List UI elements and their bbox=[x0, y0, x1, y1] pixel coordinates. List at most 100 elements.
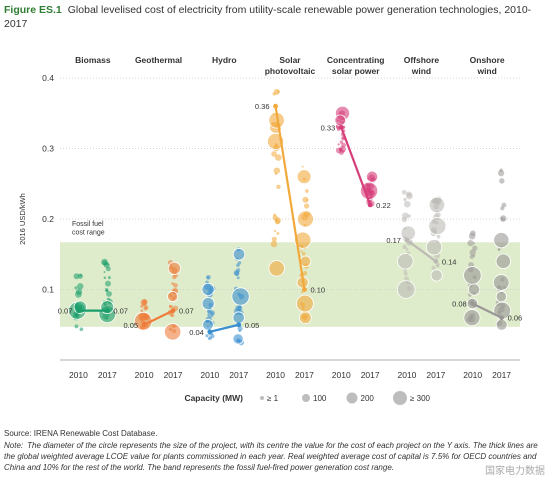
project-dot bbox=[299, 311, 312, 325]
year-label: 2017 bbox=[361, 370, 380, 380]
project-dot bbox=[274, 154, 282, 161]
project-dot bbox=[305, 189, 309, 193]
year-label: 2017 bbox=[98, 370, 117, 380]
technology-label: Geothermal bbox=[135, 55, 182, 65]
average-trend-line bbox=[274, 106, 306, 290]
project-dot bbox=[268, 260, 285, 277]
project-dot bbox=[472, 245, 478, 251]
y-tick-label: 0.3 bbox=[42, 144, 54, 154]
project-dot bbox=[403, 200, 411, 208]
average-value-label: 0.05 bbox=[124, 321, 139, 330]
year-label: 2017 bbox=[295, 370, 314, 380]
average-marker bbox=[338, 124, 344, 130]
year-label: 2010 bbox=[398, 370, 417, 380]
project-dot bbox=[232, 248, 246, 261]
watermark-text: 国家电力数据 bbox=[485, 466, 545, 477]
capacity-legend-label: ≥ 1 bbox=[267, 394, 279, 403]
project-dot bbox=[140, 309, 144, 312]
y-axis-label: 2016 USD/kWh bbox=[18, 193, 27, 245]
project-dot bbox=[276, 231, 280, 235]
project-dot bbox=[302, 270, 308, 276]
technology-label: Onshore bbox=[470, 55, 505, 65]
project-dot bbox=[238, 329, 241, 333]
project-dot bbox=[274, 217, 281, 224]
technology-label: wind bbox=[411, 66, 431, 76]
technology-label: Offshore bbox=[404, 55, 440, 65]
capacity-legend-circle bbox=[302, 394, 310, 402]
project-dot bbox=[296, 294, 314, 313]
average-marker bbox=[433, 258, 439, 264]
technology-label: Biomass bbox=[75, 55, 111, 65]
average-marker bbox=[207, 329, 213, 335]
technology-label: Solar bbox=[279, 55, 301, 65]
project-dot bbox=[396, 280, 416, 299]
project-dot bbox=[495, 318, 508, 331]
project-dot bbox=[500, 217, 505, 222]
project-dot bbox=[493, 232, 510, 249]
project-dot bbox=[163, 323, 182, 341]
project-dot bbox=[297, 210, 314, 228]
project-dot bbox=[301, 165, 304, 168]
project-dot bbox=[300, 250, 303, 253]
technology-label: solar power bbox=[332, 66, 380, 76]
average-value-label: 0.36 bbox=[255, 102, 270, 111]
project-dot bbox=[273, 229, 277, 233]
average-marker bbox=[76, 308, 81, 314]
project-dot bbox=[401, 216, 408, 223]
average-value-label: 0.06 bbox=[508, 314, 523, 323]
project-dot bbox=[142, 302, 147, 306]
average-trend-line bbox=[472, 302, 503, 319]
project-dot bbox=[205, 334, 209, 338]
year-label: 2010 bbox=[135, 370, 154, 380]
year-label: 2017 bbox=[492, 370, 511, 380]
project-dot bbox=[463, 266, 482, 285]
project-dot bbox=[103, 276, 107, 280]
project-dot bbox=[105, 266, 111, 272]
project-dot bbox=[106, 297, 111, 301]
project-dot bbox=[173, 283, 178, 288]
average-value-label: 0.05 bbox=[245, 321, 260, 330]
average-value-label: 0.04 bbox=[189, 328, 204, 337]
project-dot bbox=[237, 326, 243, 332]
year-label: 2010 bbox=[69, 370, 88, 380]
project-dot bbox=[103, 270, 106, 274]
project-dot bbox=[202, 318, 214, 331]
project-dot bbox=[497, 170, 505, 177]
project-dot bbox=[107, 276, 111, 280]
project-dot bbox=[430, 269, 443, 282]
project-dot bbox=[143, 306, 148, 311]
project-dot bbox=[168, 304, 172, 308]
capacity-legend-circle bbox=[346, 392, 358, 404]
average-value-label: 0.07 bbox=[58, 307, 73, 316]
year-label: 2010 bbox=[332, 370, 351, 380]
capacity-legend-circle bbox=[393, 391, 407, 405]
project-dot bbox=[294, 231, 312, 249]
capacity-legend-label: 200 bbox=[361, 394, 375, 403]
project-dot bbox=[201, 282, 215, 297]
project-dot bbox=[497, 248, 501, 251]
project-dot bbox=[276, 184, 281, 190]
figure-title: Global levelised cost of electricity fro… bbox=[4, 4, 532, 30]
capacity-legend-circle bbox=[260, 396, 264, 400]
average-marker bbox=[470, 301, 476, 306]
average-marker bbox=[367, 202, 373, 208]
project-dot bbox=[303, 203, 310, 209]
project-dot bbox=[77, 273, 83, 279]
note-block: Note: The diameter of the circle represen… bbox=[4, 440, 544, 473]
average-marker bbox=[104, 308, 110, 314]
figure-label: Figure ES.1 bbox=[4, 4, 62, 16]
project-dot bbox=[407, 214, 411, 218]
project-dot bbox=[435, 264, 439, 267]
average-marker bbox=[273, 103, 278, 109]
technology-label: Hydro bbox=[212, 55, 237, 65]
project-dot bbox=[302, 196, 309, 203]
fossil-band-label: Fossil fuel bbox=[72, 221, 104, 228]
project-dot bbox=[428, 196, 446, 214]
project-dot bbox=[74, 286, 78, 290]
project-dot bbox=[468, 232, 476, 240]
project-dot bbox=[104, 288, 109, 292]
fossil-fuel-band bbox=[60, 242, 520, 327]
project-dot bbox=[402, 246, 406, 250]
project-dot bbox=[101, 258, 108, 266]
average-value-label: 0.33 bbox=[321, 123, 336, 132]
